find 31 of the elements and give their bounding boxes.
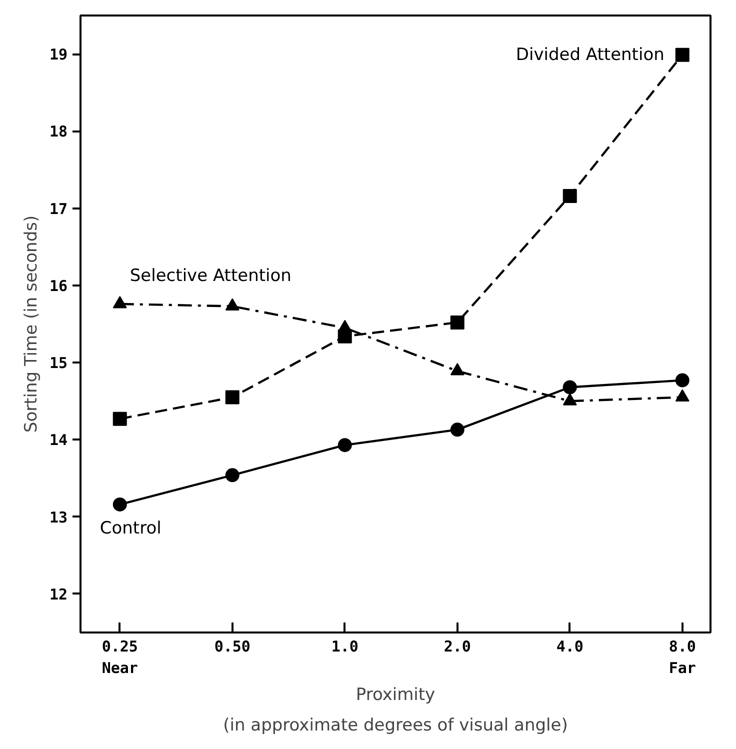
y-tick-label: 16 xyxy=(49,276,68,295)
point xyxy=(225,468,240,482)
y-tick-label: 15 xyxy=(49,354,68,372)
y-tick-label: 17 xyxy=(49,200,68,218)
x-tick-label: 2.0 xyxy=(444,638,471,656)
series-label: Control xyxy=(100,518,162,538)
point xyxy=(112,497,127,512)
x-tick-label: 4.0 xyxy=(556,638,584,656)
point xyxy=(338,438,352,452)
y-tick-label: 12 xyxy=(49,585,68,604)
series-label: Divided Attention xyxy=(516,44,664,65)
y-axis-title: Sorting Time (in seconds) xyxy=(21,215,42,433)
x-tick-label: 0.25 Near xyxy=(102,638,138,678)
point xyxy=(225,390,240,404)
text: (in approximate degrees of visual angle) xyxy=(223,716,568,736)
y-tick-label: 19 xyxy=(49,46,68,64)
y-tick-label: 14 xyxy=(49,431,68,450)
x-tick-label: 1.0 xyxy=(331,638,358,656)
point xyxy=(562,188,577,203)
y-tick-label: 18 xyxy=(49,122,68,141)
x-axis-title: Proximity xyxy=(356,685,436,706)
point xyxy=(112,412,127,426)
point xyxy=(450,422,464,437)
x-tick-label: 0.50 xyxy=(214,638,250,656)
y-tick-label: 13 xyxy=(49,508,68,526)
point xyxy=(675,373,690,388)
point xyxy=(675,48,690,62)
point xyxy=(562,380,577,394)
series-label: Selective Attention xyxy=(130,266,292,286)
x-tick-label: 8.0 Far xyxy=(668,638,696,678)
point xyxy=(450,315,464,330)
